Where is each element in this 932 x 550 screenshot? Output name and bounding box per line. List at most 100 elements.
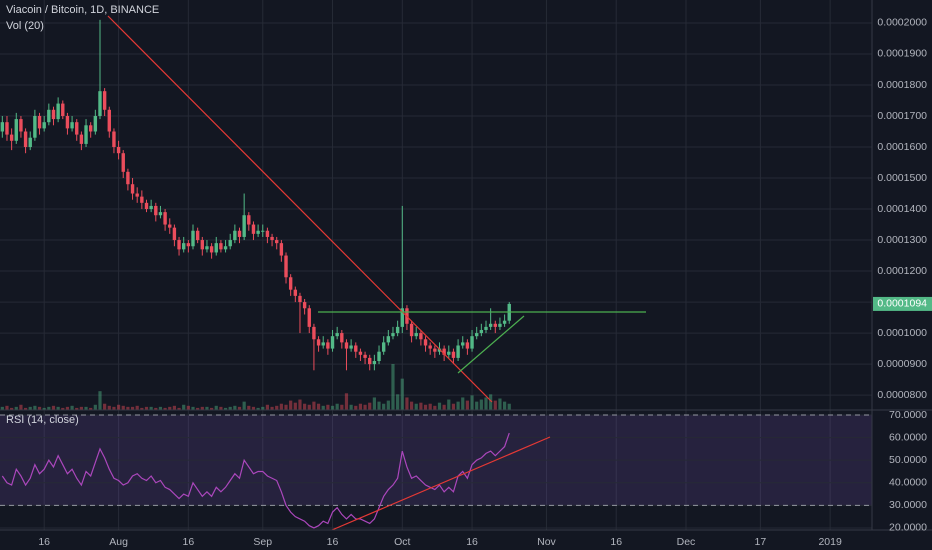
candle-body: [377, 351, 381, 361]
volume-bar: [423, 404, 428, 410]
volume-bar: [47, 406, 51, 410]
volume-bar: [70, 405, 74, 410]
y-tick-label: 0.0001500: [877, 172, 927, 184]
candle-body: [154, 205, 158, 216]
candle-body: [391, 333, 395, 337]
candle-body: [61, 103, 65, 116]
volume-bar: [405, 397, 409, 410]
volume-bar: [89, 407, 93, 410]
candle-body: [358, 351, 363, 355]
volume-bar: [386, 400, 390, 410]
volume-bar: [409, 401, 414, 410]
candle-body: [302, 302, 307, 309]
volume-bar: [400, 378, 404, 410]
volume-bar: [168, 406, 172, 410]
x-tick-label: 16: [183, 536, 195, 548]
volume-bar: [377, 401, 381, 410]
candle-body: [93, 115, 98, 132]
volume-bar: [107, 405, 111, 410]
candle-body: [409, 323, 414, 337]
volume-bar: [247, 405, 251, 410]
volume-bar: [28, 406, 32, 410]
candle-body: [228, 240, 232, 247]
volume-bar: [326, 404, 330, 410]
volume-bar: [19, 404, 23, 410]
volume-bar: [284, 404, 288, 410]
volume-bar: [489, 394, 493, 410]
rsi-title: RSI (14, close): [6, 414, 79, 426]
candle-body: [479, 329, 484, 334]
volume-bar: [335, 403, 339, 410]
candle-body: [214, 243, 218, 253]
candle-body: [172, 227, 177, 241]
volume-bar: [98, 391, 102, 410]
candle-body: [335, 333, 339, 337]
candle-body: [414, 333, 418, 337]
volume-bar: [507, 403, 511, 410]
volume-bar: [349, 404, 353, 410]
volume-bar: [261, 406, 265, 410]
volume-bar: [396, 394, 400, 410]
candle-body: [186, 243, 191, 247]
candle-body: [279, 243, 284, 256]
candle-body: [149, 205, 153, 210]
candle-body: [433, 348, 437, 352]
y-tick-label: 70.0000: [889, 409, 927, 421]
volume-bar: [316, 403, 321, 410]
candle-body: [363, 354, 367, 358]
candle-body: [47, 109, 51, 123]
volume-bar: [303, 403, 307, 410]
y-tick-label: 0.0001000: [877, 327, 927, 339]
volume-bar: [307, 404, 311, 410]
candle-body: [419, 333, 423, 340]
candle-body: [200, 240, 205, 250]
volume-bar: [419, 402, 423, 410]
candle-body: [437, 348, 442, 352]
candle-body: [177, 240, 181, 250]
candle-body: [442, 348, 446, 355]
volume-bar: [256, 407, 260, 410]
volume-bar: [479, 399, 483, 410]
candle-body: [102, 91, 107, 110]
candle-body: [158, 212, 163, 216]
volume-bar: [414, 403, 418, 410]
volume-bar: [442, 404, 446, 410]
volume-bar: [5, 405, 9, 410]
volume-bar: [289, 400, 293, 410]
volume-label: Vol (20): [6, 20, 44, 32]
x-tick-label: 17: [755, 536, 767, 548]
volume-bar: [293, 402, 297, 410]
volume-bar: [56, 406, 60, 410]
volume-bar: [205, 406, 209, 410]
volume-bar: [23, 407, 28, 410]
volume-bar: [368, 402, 372, 410]
candle-body: [488, 323, 493, 327]
y-tick-label: 0.0001300: [877, 234, 927, 246]
marks: [0, 19, 511, 529]
y-tick-label: 0.0001600: [877, 141, 927, 153]
volume-bar: [200, 406, 204, 410]
candle-body: [37, 115, 42, 129]
candle-body: [144, 202, 149, 210]
volume-bar: [149, 406, 153, 410]
candle-body: [182, 243, 186, 250]
volume-bar: [126, 406, 130, 410]
candle-body: [70, 122, 74, 129]
volume-bar: [186, 405, 190, 410]
y-tick-label: 0.0001200: [877, 265, 927, 277]
candle-body: [219, 243, 223, 250]
volume-bar: [433, 405, 437, 410]
candle-body: [354, 345, 358, 352]
candle-body: [251, 224, 256, 234]
candle-body: [498, 323, 502, 327]
candle-body: [400, 308, 404, 327]
volume-bar: [33, 405, 37, 410]
candle-body: [75, 122, 79, 135]
candle-body: [205, 246, 209, 250]
candle-body: [135, 193, 139, 197]
volume-bar: [275, 405, 279, 410]
volume-bar: [144, 406, 149, 410]
volume-bar: [158, 406, 163, 410]
